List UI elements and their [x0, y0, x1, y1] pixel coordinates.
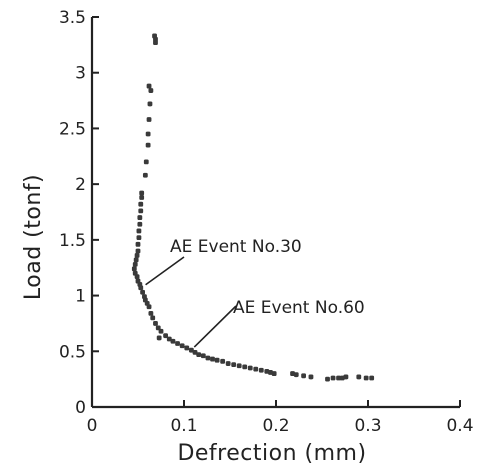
data-point: [205, 355, 211, 361]
y-tick-label: 3.5: [59, 8, 86, 28]
data-point: [139, 190, 145, 196]
data-point: [131, 266, 137, 272]
x-tick-label: 0.3: [354, 416, 381, 436]
data-point: [236, 363, 242, 369]
data-point: [247, 365, 253, 371]
data-point: [132, 261, 138, 267]
data-point: [142, 172, 148, 178]
data-point: [325, 376, 330, 382]
data-point: [242, 364, 248, 370]
y-tick-label: 3: [75, 64, 86, 84]
data-point: [308, 374, 314, 380]
annotations: AE Event No.30 AE Event No.60: [145, 237, 365, 348]
data-point: [146, 304, 152, 310]
data-point: [290, 371, 295, 376]
y-axis-title: Load (tonf): [21, 174, 46, 300]
data-point: [225, 361, 231, 366]
x-axis-title: Defrection (mm): [177, 441, 366, 466]
data-point: [258, 367, 264, 373]
data-point: [148, 311, 154, 316]
data-point: [138, 208, 144, 214]
data-point: [301, 373, 306, 379]
data-points: [131, 33, 375, 382]
data-point: [146, 83, 152, 89]
data-point: [271, 371, 277, 376]
axes: [90, 17, 460, 409]
data-point: [336, 375, 341, 381]
data-point: [138, 201, 144, 207]
data-point: [156, 335, 162, 341]
ticks: 0 0.1 0.2 0.3 0.4 0 0.5 1 1.5 2 2.5 3 3.5: [59, 8, 474, 436]
y-tick-label: 0.5: [59, 342, 86, 362]
data-point: [188, 347, 194, 353]
y-tick-label: 0: [75, 398, 86, 418]
data-point: [150, 315, 156, 321]
data-point: [153, 321, 158, 326]
data-point: [147, 101, 153, 107]
y-tick-label: 1: [75, 287, 86, 307]
data-point: [268, 370, 273, 375]
x-tick-label: 0.4: [446, 416, 473, 436]
data-point: [135, 241, 141, 247]
data-point: [140, 289, 145, 295]
data-point: [136, 235, 142, 241]
data-point: [264, 368, 270, 374]
data-point: [145, 131, 151, 137]
data-point: [184, 345, 190, 351]
data-point: [192, 350, 198, 355]
data-point: [148, 88, 154, 93]
data-point: [363, 375, 369, 381]
data-point: [134, 274, 140, 280]
y-tick-label: 2: [75, 175, 86, 195]
data-point: [158, 328, 164, 334]
data-point: [143, 159, 149, 165]
annotation-leader-line: [193, 305, 237, 348]
x-tick-label: 0.1: [170, 416, 197, 436]
y-tick-label: 2.5: [59, 119, 86, 139]
data-point: [210, 356, 215, 362]
annotation-label: AE Event No.30: [170, 237, 302, 257]
data-point: [253, 366, 259, 372]
data-point: [153, 40, 158, 46]
data-point: [179, 343, 185, 349]
data-point: [369, 375, 375, 381]
annotation-label: AE Event No.60: [233, 298, 365, 318]
data-point: [170, 338, 176, 344]
data-point: [214, 357, 220, 363]
data-point: [136, 228, 142, 234]
x-tick-label: 0.2: [262, 416, 289, 436]
data-point: [343, 374, 349, 380]
data-point: [137, 221, 143, 227]
data-point: [293, 372, 299, 378]
data-point: [145, 142, 151, 148]
data-point: [220, 358, 226, 364]
data-point: [138, 285, 144, 291]
data-point: [134, 253, 140, 258]
data-point: [196, 352, 202, 358]
data-point: [133, 257, 139, 263]
annotation-leader-line: [145, 256, 185, 286]
data-point: [146, 117, 152, 122]
data-point: [135, 248, 141, 254]
data-point: [137, 215, 143, 220]
y-tick-label: 1.5: [59, 231, 86, 251]
data-point: [200, 353, 206, 359]
data-point: [231, 362, 237, 368]
data-point: [356, 374, 362, 380]
data-point: [330, 375, 336, 381]
data-point: [163, 333, 168, 339]
data-point: [166, 336, 172, 342]
x-tick-label: 0: [87, 416, 98, 436]
data-point: [339, 375, 345, 381]
data-point: [139, 195, 145, 200]
data-point: [175, 341, 180, 346]
